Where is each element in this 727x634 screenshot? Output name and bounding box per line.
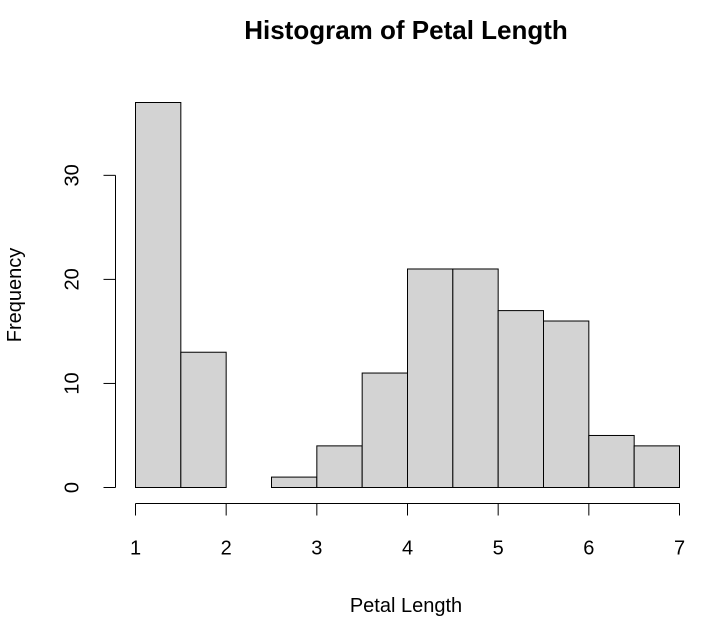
y-tick-label: 10 [62, 372, 84, 394]
y-tick-label: 0 [62, 482, 84, 493]
x-axis: 1 2 3 4 5 6 7 [130, 503, 685, 560]
histogram-bar-9 [543, 320, 590, 488]
x-tick-label: 3 [311, 538, 322, 560]
histogram-bar-3 [271, 476, 318, 489]
histogram-bar-5 [361, 372, 408, 488]
y-axis: 0 10 20 30 [62, 164, 116, 493]
x-tick-label: 5 [493, 538, 504, 560]
x-tick-label: 1 [130, 538, 141, 560]
y-tick-label: 30 [62, 164, 84, 186]
histogram-bar-8 [497, 310, 544, 488]
y-tick-label: 20 [62, 268, 84, 290]
x-axis-label: Petal Length [350, 595, 462, 617]
x-tick-label: 4 [402, 538, 413, 560]
histogram-bar-7 [452, 268, 499, 488]
x-tick-label: 7 [674, 538, 685, 560]
x-tick-label: 2 [221, 538, 232, 560]
histogram-bar-0 [135, 102, 182, 488]
histogram-bar-4 [316, 445, 363, 489]
histogram-bar-11 [633, 445, 681, 489]
chart-title: Histogram of Petal Length [244, 15, 568, 45]
bars-group [135, 102, 681, 489]
y-axis-label: Frequency [4, 248, 26, 343]
x-tick-label: 6 [583, 538, 594, 560]
histogram-bar-10 [588, 434, 635, 488]
histogram-bar-6 [407, 268, 454, 488]
histogram-bar-1 [180, 351, 227, 488]
